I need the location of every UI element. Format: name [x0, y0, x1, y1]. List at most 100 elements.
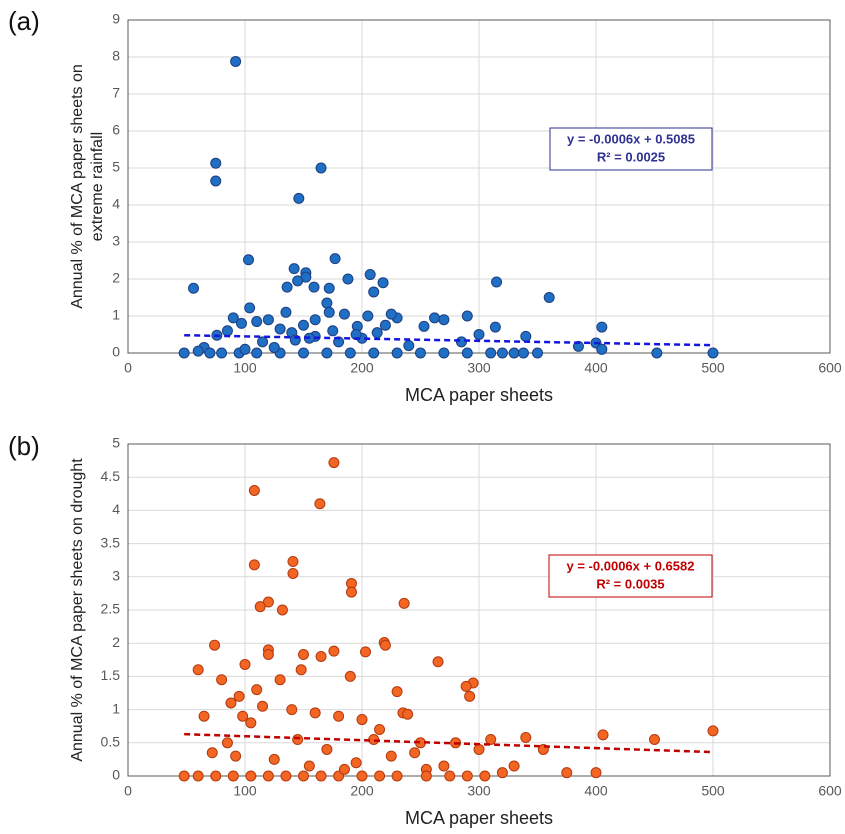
- y-tick-label: 5: [112, 159, 120, 175]
- scatter-point: [496, 767, 508, 779]
- scatter-point: [286, 704, 298, 716]
- scatter-point: [262, 648, 274, 660]
- scatter-point: [402, 708, 414, 720]
- scatter-point: [281, 281, 293, 293]
- scatter-point: [508, 347, 520, 359]
- scatter-point: [309, 707, 321, 719]
- x-axis-label: MCA paper sheets: [405, 808, 553, 828]
- scatter-point: [274, 323, 286, 335]
- scatter-point: [398, 597, 410, 609]
- scatter-point: [444, 770, 456, 782]
- y-tick-label: 4: [112, 196, 120, 212]
- y-tick-label: 5: [112, 435, 120, 451]
- y-tick-label: 1: [112, 700, 120, 716]
- scatter-point: [461, 347, 473, 359]
- scatter-point: [409, 747, 421, 759]
- scatter-point: [333, 336, 345, 348]
- scatter-point: [385, 750, 397, 762]
- scatter-point: [345, 586, 357, 598]
- scatter-point: [327, 325, 339, 337]
- scatter-point: [368, 286, 380, 298]
- x-tick-label: 0: [124, 783, 132, 799]
- y-axis-label: extreme rainfall: [89, 132, 106, 241]
- scatter-point: [391, 347, 403, 359]
- y-tick-label: 7: [112, 85, 120, 101]
- scatter-point: [315, 770, 327, 782]
- scatter-point: [432, 656, 444, 668]
- x-tick-label: 100: [233, 783, 257, 799]
- scatter-point: [597, 729, 609, 741]
- y-tick-label: 0.5: [101, 734, 121, 750]
- scatter-point: [321, 743, 333, 755]
- scatter-point: [489, 321, 501, 333]
- scatter-point: [292, 733, 304, 745]
- scatter-point: [262, 596, 274, 608]
- scatter-point: [314, 498, 326, 510]
- scatter-point: [379, 319, 391, 331]
- scatter-point: [178, 347, 190, 359]
- scatter-point: [496, 347, 508, 359]
- annotation-text: y = -0.0006x + 0.6582: [567, 558, 695, 573]
- scatter-point: [210, 175, 222, 187]
- scatter-point: [225, 697, 237, 709]
- scatter-point: [298, 319, 309, 331]
- scatter-point: [438, 347, 450, 359]
- scatter-point: [248, 484, 260, 496]
- scatter-point: [251, 684, 263, 696]
- plot-frame: [127, 19, 831, 354]
- scatter-point: [328, 457, 340, 469]
- scatter-point: [276, 604, 288, 616]
- scatter-point: [429, 312, 441, 324]
- y-tick-label: 4: [112, 501, 120, 517]
- scatter-point: [178, 770, 190, 782]
- scatter-point: [377, 277, 389, 289]
- scatter-point: [280, 306, 292, 318]
- scatter-point: [561, 767, 573, 779]
- scatter-point: [251, 347, 263, 359]
- scatter-point: [303, 760, 315, 772]
- y-tick-label: 3: [112, 568, 120, 584]
- scatter-point: [287, 556, 299, 568]
- scatter-point: [216, 674, 228, 686]
- scatter-point: [268, 341, 280, 353]
- x-tick-label: 500: [701, 783, 725, 799]
- scatter-point: [315, 162, 327, 174]
- scatter-point: [235, 317, 247, 329]
- annotation-text: R² = 0.0035: [596, 576, 664, 591]
- x-tick-label: 600: [818, 783, 842, 799]
- scatter-point: [192, 770, 204, 782]
- scatter-point: [707, 347, 719, 359]
- y-axis-label: Annual % of MCA paper sheets on: [69, 64, 86, 309]
- scatter-point: [338, 308, 350, 320]
- scatter-point: [473, 743, 485, 755]
- scatter-point: [707, 725, 719, 737]
- scatter-point: [460, 680, 472, 692]
- scatter-point: [420, 770, 432, 782]
- scatter-point: [233, 690, 245, 702]
- scatter-point: [649, 733, 660, 745]
- scatter-point: [288, 263, 300, 275]
- x-tick-label: 500: [701, 360, 725, 376]
- scatter-point: [262, 770, 274, 782]
- scatter-point: [438, 314, 450, 326]
- scatter-point: [651, 347, 663, 359]
- scatter-point: [520, 330, 532, 342]
- scatter-point: [298, 347, 309, 359]
- scatter-point: [371, 327, 383, 339]
- scatter-point: [206, 747, 218, 759]
- scatter-point: [227, 312, 239, 324]
- scatter-point: [374, 770, 386, 782]
- scatter-point: [239, 343, 251, 355]
- scatter-point: [262, 314, 274, 326]
- scatter-point: [485, 347, 497, 359]
- x-tick-label: 100: [233, 360, 257, 376]
- scatter-point: [455, 336, 467, 348]
- y-tick-label: 9: [112, 11, 120, 27]
- plot-frame: [127, 443, 831, 777]
- scatter-point: [391, 770, 403, 782]
- x-tick-label: 200: [350, 360, 374, 376]
- scatter-point: [360, 646, 372, 658]
- scatter-point: [328, 645, 340, 657]
- scatter-point: [248, 559, 260, 571]
- scatter-point: [517, 347, 529, 359]
